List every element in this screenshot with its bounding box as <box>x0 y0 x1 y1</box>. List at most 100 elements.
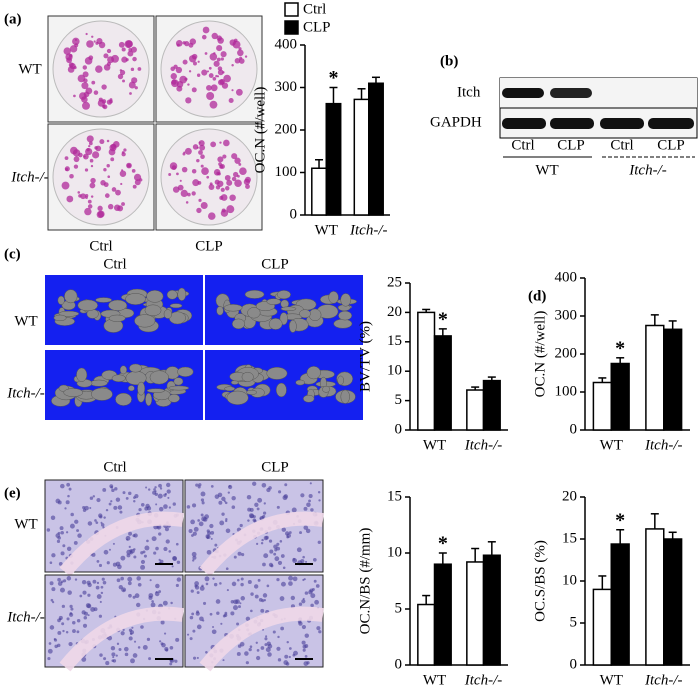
cell <box>237 578 240 582</box>
trabecula <box>280 306 297 312</box>
cell <box>72 621 76 625</box>
cell <box>51 553 56 558</box>
y-tick-label: 100 <box>275 164 298 180</box>
cell <box>84 505 89 511</box>
cell <box>81 656 87 662</box>
cell <box>238 605 241 609</box>
cell <box>301 599 306 604</box>
stain <box>69 173 74 179</box>
y-tick-label: 300 <box>555 307 578 323</box>
cell <box>273 552 277 556</box>
y-tick-label: 0 <box>395 421 403 437</box>
cell <box>224 501 228 505</box>
cell <box>257 497 263 503</box>
cell <box>74 578 78 581</box>
col-label: CLP <box>195 238 223 254</box>
stain <box>192 179 200 187</box>
cell <box>59 617 62 621</box>
cell <box>266 584 270 588</box>
stain <box>196 73 201 77</box>
cell <box>212 625 215 628</box>
stain <box>66 195 74 203</box>
cell <box>288 575 294 581</box>
cell <box>46 528 51 532</box>
stain <box>200 164 204 168</box>
stain <box>209 53 218 61</box>
cell <box>221 512 225 516</box>
cell <box>201 516 207 522</box>
stain <box>185 97 192 104</box>
stain <box>245 184 250 189</box>
cell <box>59 526 64 531</box>
cell <box>69 604 73 609</box>
stain <box>225 186 230 191</box>
stain <box>238 58 245 64</box>
bar <box>645 528 665 666</box>
stain <box>70 146 78 155</box>
cell <box>288 647 292 650</box>
stain <box>67 66 75 73</box>
cell <box>188 529 193 534</box>
cell <box>133 533 138 538</box>
cell <box>110 500 113 503</box>
stain <box>237 49 244 57</box>
cell <box>84 611 88 616</box>
cell <box>49 561 53 565</box>
cell <box>144 545 150 551</box>
cell <box>175 583 179 588</box>
col-label: Ctrl <box>103 459 126 475</box>
cell <box>92 495 96 498</box>
cell <box>261 482 267 488</box>
cell <box>91 552 96 557</box>
cell <box>191 551 197 557</box>
cell <box>57 531 61 535</box>
cell <box>276 578 280 582</box>
stain <box>120 182 123 186</box>
stain <box>201 167 209 175</box>
cell <box>69 612 74 617</box>
stain <box>104 193 110 198</box>
cell <box>66 576 72 581</box>
cell <box>162 600 168 606</box>
cell <box>76 529 80 533</box>
cell <box>160 620 165 625</box>
cell <box>278 490 282 494</box>
stain <box>93 40 96 43</box>
stain <box>90 177 96 184</box>
blot-band <box>550 88 592 98</box>
cell <box>224 611 228 615</box>
stain <box>200 202 208 210</box>
cell <box>124 646 129 652</box>
trabecula <box>145 392 153 406</box>
stain <box>103 168 107 172</box>
cell <box>110 486 113 489</box>
cell <box>62 629 65 633</box>
col-label: Ctrl <box>103 256 126 272</box>
cell <box>250 592 254 596</box>
cell <box>302 555 305 559</box>
cell <box>155 583 160 589</box>
cell <box>306 502 311 508</box>
cell <box>168 506 172 509</box>
cell <box>103 549 109 555</box>
stain <box>231 89 234 92</box>
blot-band <box>600 118 644 129</box>
cell <box>175 637 180 642</box>
trabecula <box>129 363 142 373</box>
cell <box>293 650 298 656</box>
cell <box>96 581 100 585</box>
y-tick-label: 0 <box>570 421 578 437</box>
stain <box>220 209 229 217</box>
stain <box>73 94 76 98</box>
cell <box>318 499 321 502</box>
cell <box>215 599 221 604</box>
significance: * <box>438 533 448 555</box>
cell <box>240 577 244 581</box>
legend-label: Ctrl <box>303 1 326 17</box>
cell <box>131 626 134 629</box>
stain <box>80 193 86 200</box>
cell <box>49 581 54 586</box>
cell <box>101 577 105 581</box>
stain <box>233 38 238 43</box>
cell <box>167 496 170 499</box>
